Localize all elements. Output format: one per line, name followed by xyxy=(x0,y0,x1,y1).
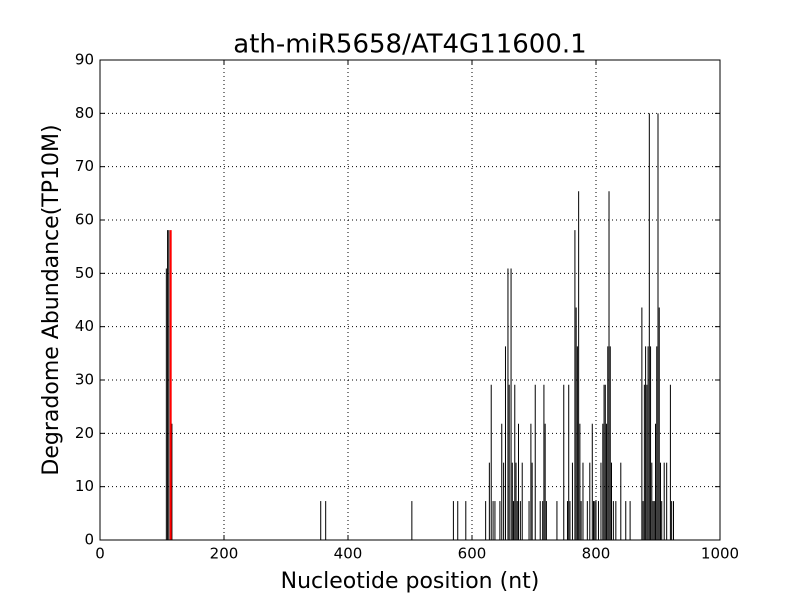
plot-frame xyxy=(99,59,721,541)
x-axis-label: Nucleotide position (nt) xyxy=(281,569,540,594)
x-tick-label: 400 xyxy=(334,545,363,563)
x-tick-label: 1000 xyxy=(701,545,739,563)
y-tick-label: 0 xyxy=(84,531,94,549)
x-tick-label: 800 xyxy=(582,545,611,563)
y-tick-label: 20 xyxy=(75,424,94,442)
y-tick-label: 80 xyxy=(75,104,94,122)
chart-title: ath-miR5658/AT4G11600.1 xyxy=(233,30,586,60)
y-tick-label: 70 xyxy=(75,157,94,175)
y-tick-label: 50 xyxy=(75,264,94,282)
y-tick-label: 60 xyxy=(75,211,94,229)
x-tick-label: 600 xyxy=(458,545,487,563)
y-tick-label: 90 xyxy=(75,51,94,69)
y-tick-label: 10 xyxy=(75,477,94,495)
y-tick-label: 30 xyxy=(75,371,94,389)
x-tick-label: 0 xyxy=(95,545,105,563)
x-tick-label: 200 xyxy=(210,545,239,563)
y-tick-label: 40 xyxy=(75,317,94,335)
y-axis-label: Degradome Abundance(TP10M) xyxy=(39,124,64,475)
